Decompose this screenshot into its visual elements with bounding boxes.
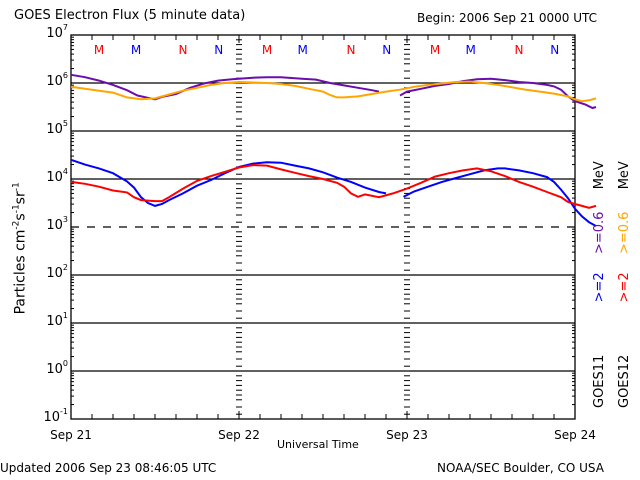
y-tick-base: 10 [43,410,61,425]
goes11-series-06mev: >=0.6 [592,211,607,255]
y-tick-base: 10 [46,362,63,377]
y-tick-exponent: 7 [62,23,68,32]
y-tick-label: 106 [32,71,68,89]
mn-marker: M [298,43,308,57]
y-tick-exponent: 0 [62,359,68,368]
y-tick-base: 10 [46,218,63,233]
y-tick-exponent: 1 [62,311,68,320]
goes12-legend: GOES12 >=2 >=0.6 MeV [617,161,632,408]
series-line [399,77,597,110]
chart-title: GOES Electron Flux (5 minute data) [14,8,246,23]
credit-text: NOAA/SEC Boulder, CO USA [437,461,604,475]
mn-marker: N [550,43,559,57]
x-axis-title: Universal Time [277,438,359,451]
y-tick-base: 10 [46,170,63,185]
y-tick-exponent: 3 [62,215,68,224]
y-tick-exponent: -1 [60,407,68,416]
y-tick-base: 10 [46,266,63,281]
x-tick-label: Sep 24 [554,428,596,442]
y-tick-label: 102 [32,263,68,281]
y-tick-base: 10 [46,314,63,329]
updated-timestamp: Updated 2006 Sep 23 08:46:05 UTC [0,461,217,475]
y-tick-label: 10-1 [32,407,68,425]
y-tick-label: 100 [32,359,68,377]
goes12-label: GOES12 [617,354,632,408]
mn-marker: M [430,43,440,57]
goes11-series-2mev: >=2 [592,272,607,303]
mn-marker: N [214,43,223,57]
y-tick-label: 103 [32,215,68,233]
y-tick-base: 10 [46,122,63,137]
goes11-label: GOES11 [592,354,607,408]
series-line [70,164,597,209]
series-line [70,73,380,101]
x-tick-label: Sep 21 [50,428,92,442]
mn-marker: M [94,43,104,57]
y-tick-base: 10 [46,74,63,89]
x-tick-label: Sep 23 [386,428,428,442]
y-tick-label: 105 [32,119,68,137]
y-tick-label: 104 [32,167,68,185]
series-line [70,158,387,207]
mn-marker: N [515,43,524,57]
y-tick-exponent: 5 [62,119,68,128]
begin-time: Begin: 2006 Sep 21 0000 UTC [417,11,598,25]
mn-marker: N [347,43,356,57]
y-tick-exponent: 2 [62,263,68,272]
goes12-unit: MeV [617,161,632,190]
mn-marker: N [382,43,391,57]
y-tick-label: 107 [32,23,68,41]
y-tick-base: 10 [46,26,63,41]
mn-marker: M [262,43,272,57]
mn-marker: N [179,43,188,57]
series-line [403,167,597,227]
y-tick-label: 101 [32,311,68,329]
goes11-legend: GOES11 >=2 >=0.6 MeV [592,161,607,408]
goes12-series-06mev: >=0.6 [617,211,632,255]
mn-marker: M [466,43,476,57]
x-tick-label: Sep 22 [218,428,260,442]
mn-marker: M [131,43,141,57]
series-line [70,80,597,103]
goes12-series-2mev: >=2 [617,272,632,303]
y-tick-exponent: 6 [62,71,68,80]
goes11-unit: MeV [592,161,607,190]
y-tick-exponent: 4 [62,167,68,176]
